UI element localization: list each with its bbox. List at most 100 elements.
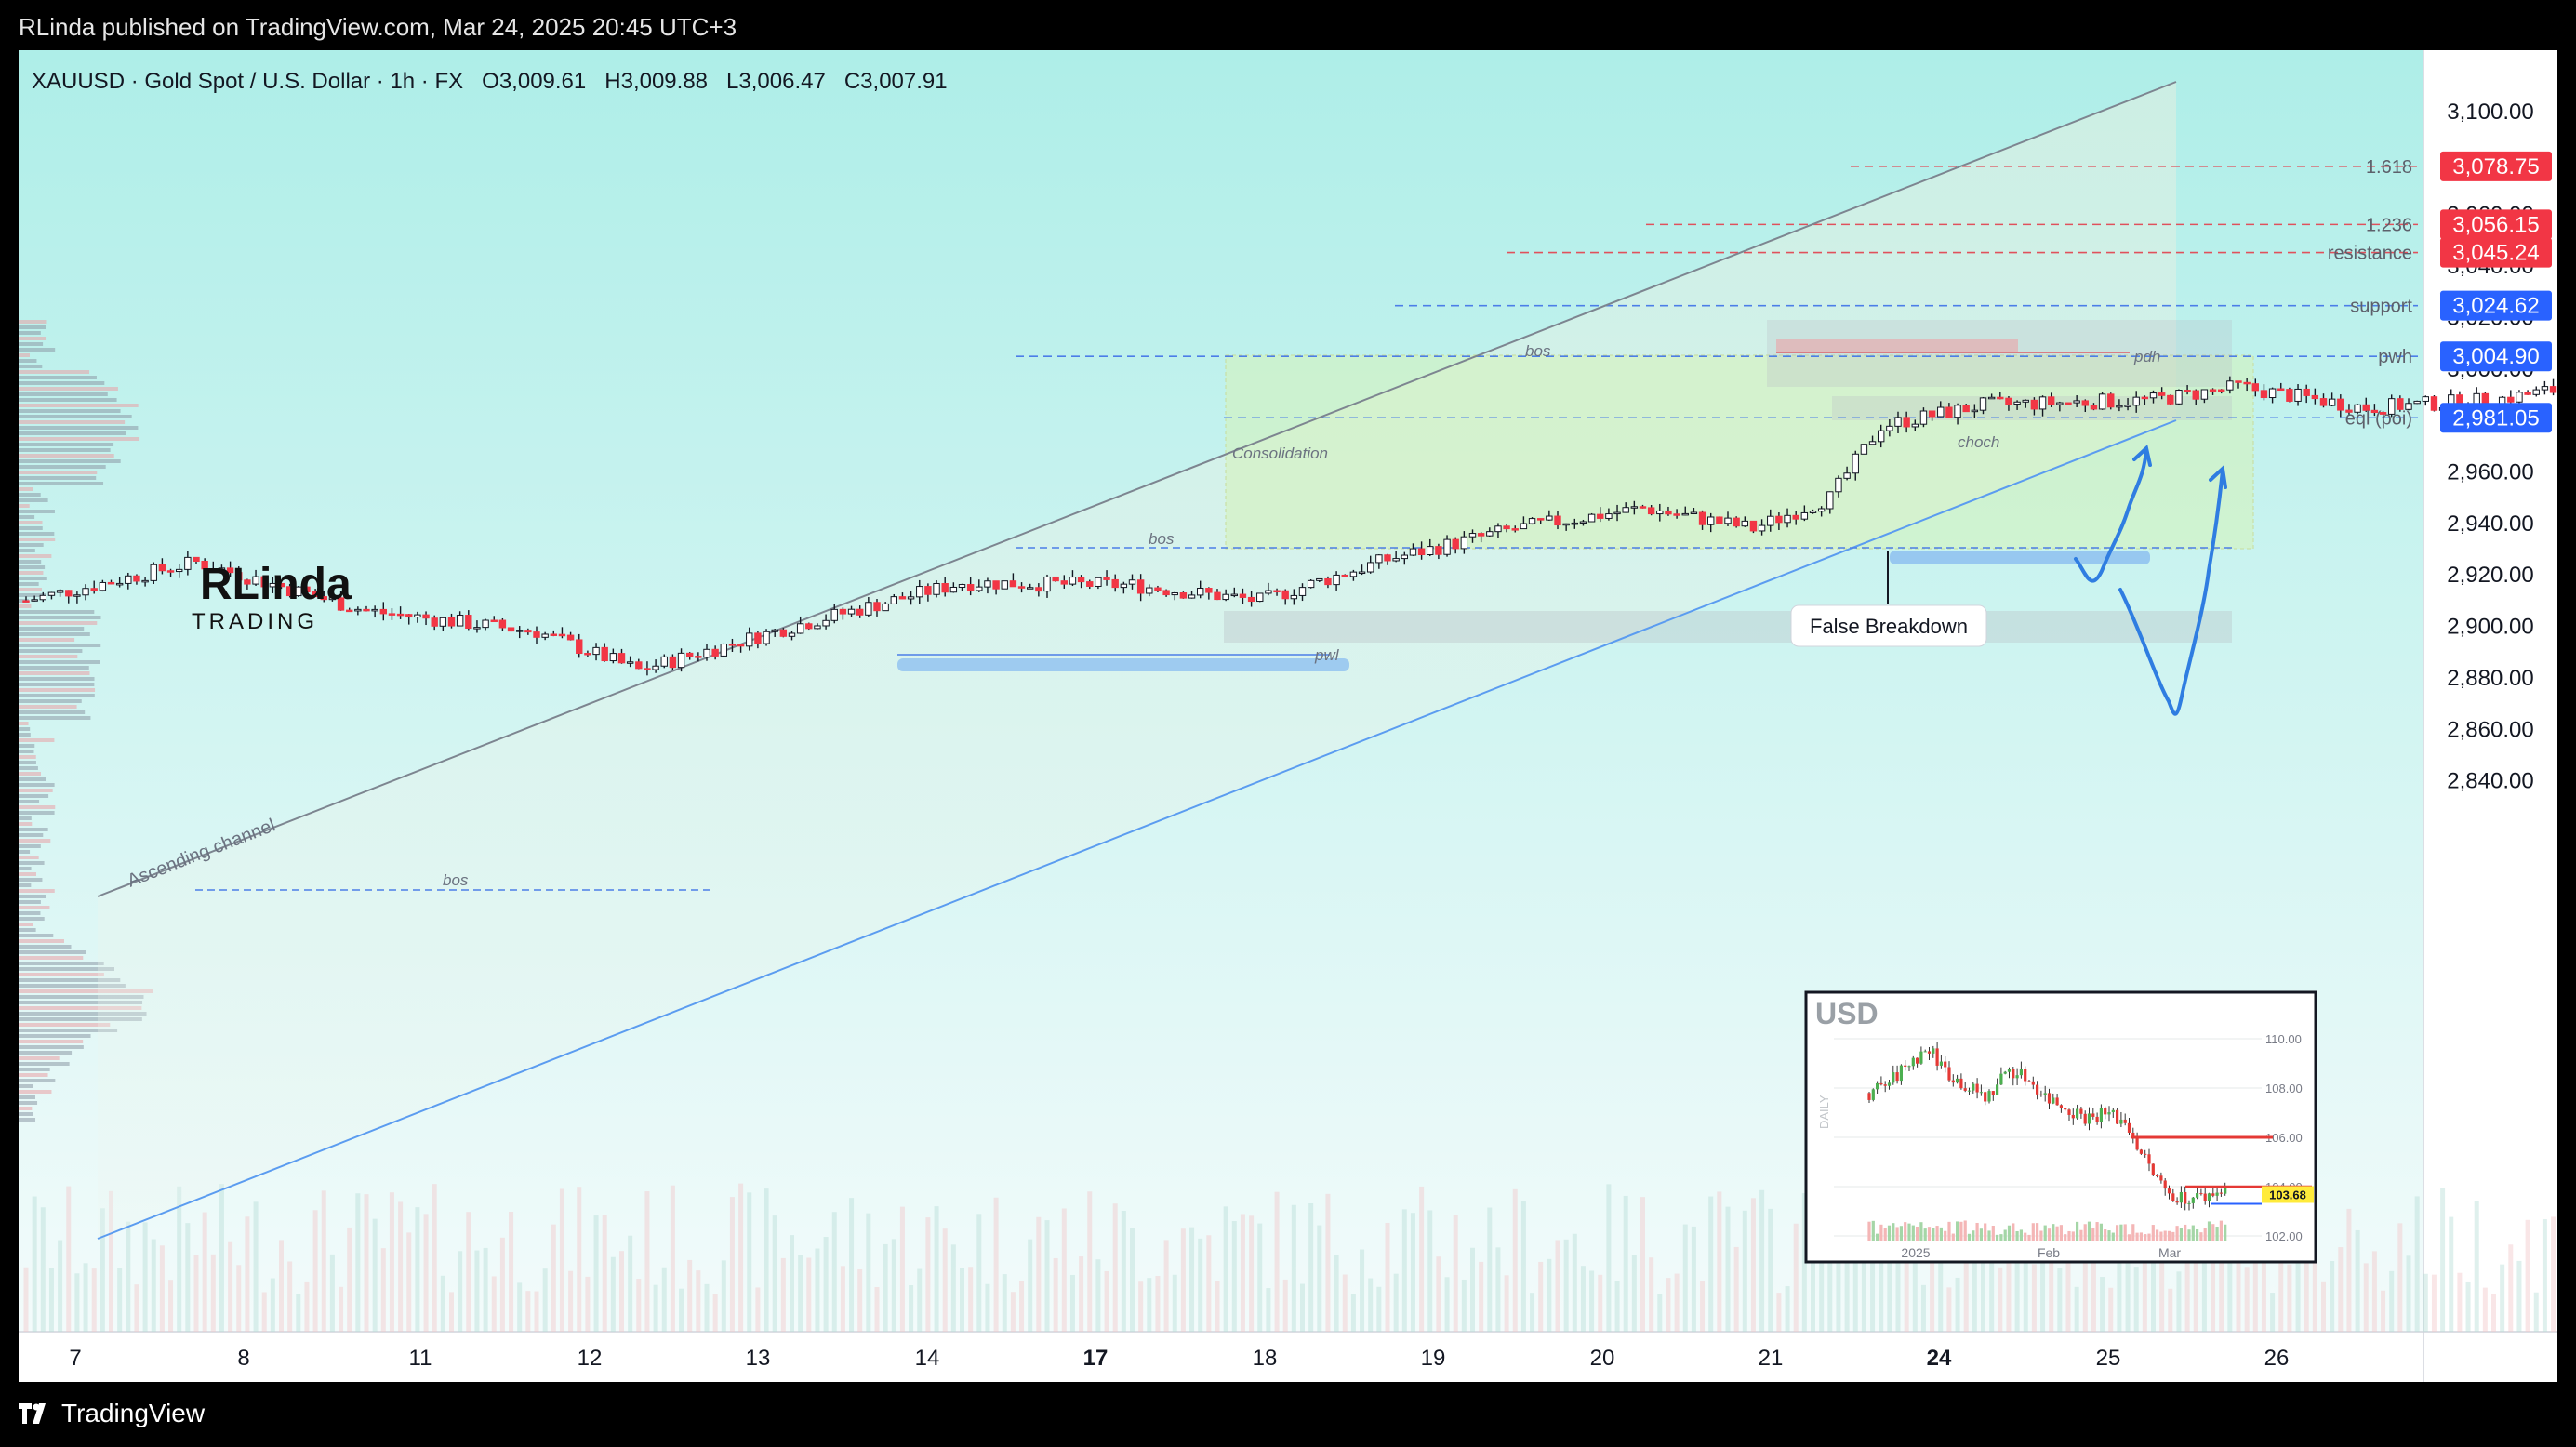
volume-bar <box>1308 1203 1314 1332</box>
profile-bar <box>19 699 82 703</box>
inset-volume <box>2031 1223 2035 1241</box>
profile-bar <box>19 342 44 346</box>
inset-candle <box>2064 1108 2067 1110</box>
channel-upper-line[interactable] <box>97 81 2177 897</box>
inset-candle <box>1887 1082 1892 1086</box>
inset-volume <box>2191 1225 2195 1241</box>
choch-label: choch <box>1958 433 1999 451</box>
inset-volume <box>1892 1223 1895 1241</box>
volume-bar <box>602 1215 607 1332</box>
candle-body <box>1435 546 1442 555</box>
profile-bar <box>19 878 43 882</box>
candle-body <box>763 631 770 644</box>
volume-bar <box>2074 1286 2079 1332</box>
candle-body <box>1384 554 1391 562</box>
volume-bar <box>2414 1196 2420 1332</box>
volume-bar <box>1946 1287 1952 1332</box>
inset-volume <box>2175 1226 2179 1241</box>
ohlc-high: H3,009.88 <box>604 69 709 94</box>
inset-candle <box>1991 1091 1995 1095</box>
candle-body <box>558 633 566 637</box>
tradingview-logo[interactable]: TradingView <box>19 1399 205 1428</box>
candle-body <box>456 615 464 627</box>
time-axis[interactable]: 7 8 11 12 13 14 17 18 19 20 21 24 25 26 <box>69 1346 2289 1371</box>
volume-bar <box>1215 1281 1220 1332</box>
volume-bar <box>1657 1294 1663 1332</box>
volume-bar <box>2423 1273 2428 1332</box>
volume-bar <box>2057 1268 2063 1332</box>
volume-bar <box>355 1193 361 1332</box>
candle-body <box>1188 594 1196 599</box>
inset-volume <box>1876 1233 1879 1241</box>
scenario-arrow-down-up-head <box>2209 464 2227 489</box>
volume-bar <box>2236 1248 2241 1332</box>
bos-label-1: bos <box>443 871 469 889</box>
candle-body <box>1417 548 1426 556</box>
price-chart[interactable]: Ascending channel bos bos bos Consolidat… <box>19 50 2557 1382</box>
candle-body <box>2286 389 2293 402</box>
candle-body <box>635 661 643 670</box>
volume-bar <box>1742 1210 1747 1332</box>
ohlc-close: C3,007.91 <box>843 69 948 94</box>
profile-bar <box>19 945 72 949</box>
volume-bar <box>1972 1231 1977 1332</box>
volume-bar <box>1520 1201 1526 1332</box>
candle-body <box>907 596 915 600</box>
price-labels: 1.618 3,078.75 1.236 3,056.15 resistance 3,04… <box>2328 151 2552 433</box>
candle-body <box>2541 386 2549 391</box>
candle-body <box>379 608 388 615</box>
inset-volume <box>1907 1223 1911 1241</box>
volume-bar <box>1563 1239 1569 1332</box>
volume-bar <box>2389 1270 2395 1332</box>
candle-body <box>2370 409 2379 414</box>
candle-body <box>1665 510 1672 515</box>
inset-volume <box>1887 1225 1892 1241</box>
inset-candle <box>1916 1057 1919 1064</box>
inset-volume <box>1932 1228 1935 1241</box>
inset-candle <box>1892 1072 1895 1083</box>
volume-bar <box>2371 1251 2377 1332</box>
volume-bar <box>1640 1197 1645 1332</box>
volume-bar <box>202 1212 207 1332</box>
volume-bar <box>1785 1286 1790 1332</box>
volume-bar <box>245 1216 250 1332</box>
false-breakdown-box <box>1790 604 1987 647</box>
volume-bar <box>2440 1188 2446 1332</box>
profile-bar <box>19 515 35 519</box>
channel-lower-line[interactable] <box>97 419 2177 1240</box>
ohlc-open: O3,009.61 <box>482 69 587 94</box>
profile-bar <box>19 325 46 329</box>
volume-bar <box>934 1206 939 1332</box>
volume-bar <box>1470 1247 1475 1332</box>
candle-body <box>1537 518 1545 521</box>
volume-bar <box>372 1218 378 1332</box>
level-tag-0: 1.618 <box>2366 157 2412 178</box>
volume-bar <box>899 1206 905 1332</box>
profile-bar <box>19 621 98 625</box>
candle-body <box>2311 394 2319 400</box>
volume-bar <box>1530 1293 1535 1332</box>
profile-bar <box>19 476 97 480</box>
volume-bar <box>1912 1233 1918 1332</box>
profile-bar <box>19 794 49 798</box>
profile-bar <box>19 872 36 876</box>
candle-body <box>1205 588 1213 593</box>
volume-bar <box>2516 1260 2522 1332</box>
consolidation-label: Consolidation <box>1232 445 1328 462</box>
volume-bar <box>1649 1257 1654 1332</box>
inset-candle <box>2071 1114 2075 1119</box>
candle-body <box>1528 518 1536 524</box>
inset-candle <box>2199 1193 2203 1195</box>
volume-bar <box>883 1243 888 1332</box>
profile-bar <box>19 543 44 547</box>
inset-volume <box>2151 1225 2155 1241</box>
volume-bar <box>2397 1223 2403 1332</box>
volume-bar <box>925 1217 931 1332</box>
inset-candle <box>1879 1082 1883 1085</box>
candle-body <box>39 594 47 601</box>
profile-bar <box>19 359 37 363</box>
candle-body <box>617 653 626 664</box>
candle-body <box>720 644 727 657</box>
volume-bar <box>1479 1261 1484 1332</box>
inset-candle <box>1939 1061 1943 1066</box>
